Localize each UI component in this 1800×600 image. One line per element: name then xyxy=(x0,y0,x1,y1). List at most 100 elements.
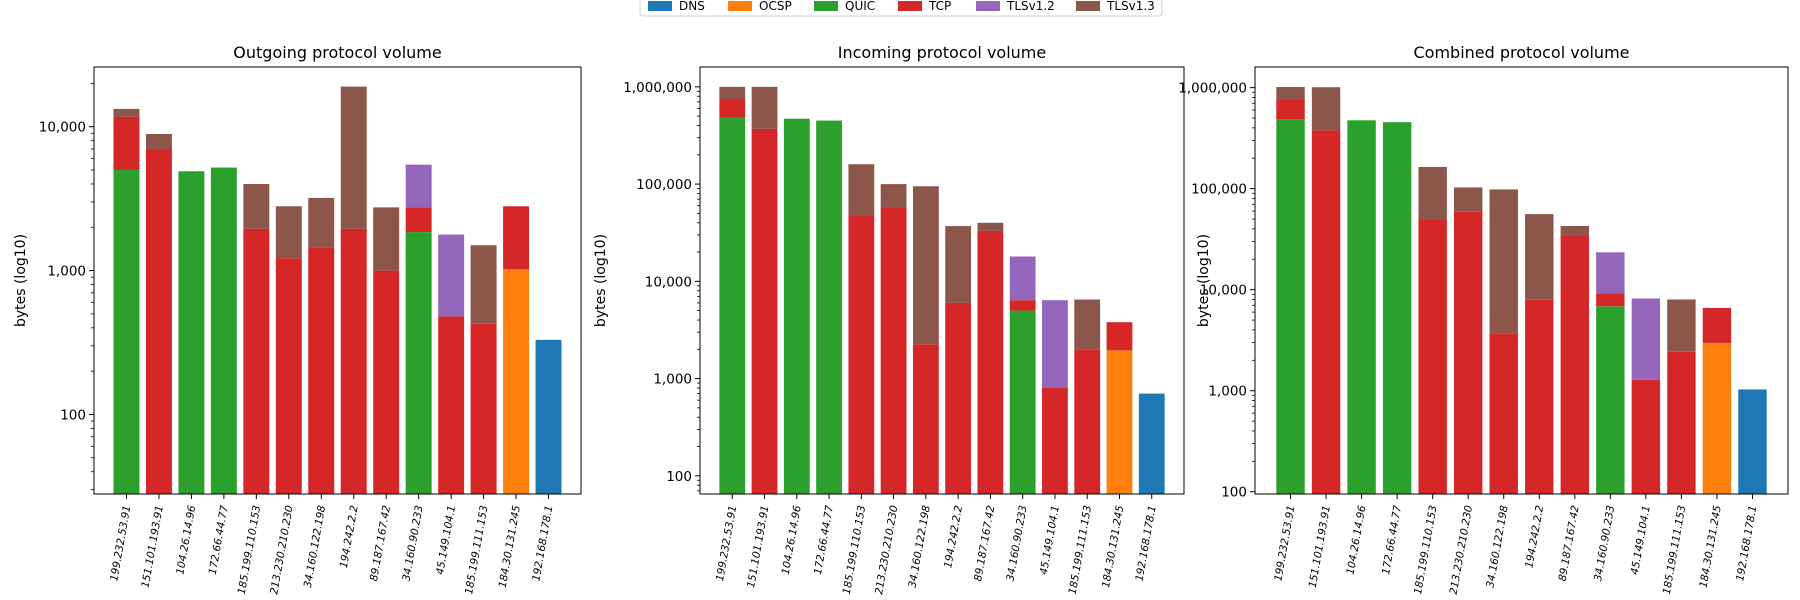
legend-swatch-tlsv1-2 xyxy=(976,1,1000,11)
x-tick-label: 199.232.53.91 xyxy=(108,504,133,582)
bar-dns-192-168-178-1 xyxy=(1738,389,1767,494)
bar-tcp-45-149-104-1 xyxy=(438,316,465,494)
bar-tlsv1-2-45-149-104-1 xyxy=(1042,300,1068,388)
bar-tlsv1-3-185-199-111-153 xyxy=(1074,299,1101,350)
bar-quic-199-232-53-91 xyxy=(113,170,140,494)
bar-tlsv1-2-34-160-90-233 xyxy=(405,164,432,208)
x-tick-label: 192.168.178.1 xyxy=(1134,504,1159,582)
x-tick-label: 185.199.111.153 xyxy=(463,504,490,595)
bar-tcp-34-160-90-233 xyxy=(405,207,432,233)
y-axis-label: bytes (log10) xyxy=(593,234,609,327)
y-tick-label: 10,000 xyxy=(1200,283,1247,299)
x-tick-label: 34.160.122.198 xyxy=(302,504,328,589)
bar-tlsv1-3-213-230-210-230 xyxy=(275,206,302,259)
y-ticks: 100 1,000 10,000 100,000 1,000,000 xyxy=(1178,81,1255,501)
x-tick-label: 213.230.210.230 xyxy=(873,504,901,595)
bar-tlsv1-3-185-199-110-153 xyxy=(1418,166,1447,220)
bar-tcp-185-199-110-153 xyxy=(243,228,270,494)
bar-tcp-213-230-210-230 xyxy=(880,207,907,494)
bar-tcp-199-232-53-91 xyxy=(1276,99,1305,120)
bar-tcp-199-232-53-91 xyxy=(719,99,746,118)
x-tick-label: 89.187.167.42 xyxy=(972,504,997,582)
x-tick-label: 213.230.210.230 xyxy=(268,504,296,595)
bar-tlsv1-3-89-187-167-42 xyxy=(373,207,400,271)
bar-tlsv1-3-151-101-193-91 xyxy=(145,133,172,149)
x-tick-label: 151.101.193.91 xyxy=(140,504,166,588)
bar-quic-34-160-90-233 xyxy=(1596,306,1625,494)
bar-tcp-185-199-111-153 xyxy=(1074,349,1101,494)
bar-tcp-185-199-111-153 xyxy=(470,323,497,494)
legend-label-dns: DNS xyxy=(679,0,705,13)
y-tick-label: 1,000 xyxy=(1208,384,1247,400)
y-tick-label: 10,000 xyxy=(39,120,86,136)
bar-tlsv1-3-194-242-2-2 xyxy=(945,226,972,303)
x-tick-label: 89.187.167.42 xyxy=(368,504,393,582)
bar-tcp-89-187-167-42 xyxy=(1560,235,1590,495)
legend-item-tcp: TCP xyxy=(898,0,951,13)
bar-tlsv1-3-194-242-2-2 xyxy=(340,86,367,229)
bar-tcp-45-149-104-1 xyxy=(1631,379,1661,494)
bar-tcp-89-187-167-42 xyxy=(373,270,400,494)
bar-dns-192-168-178-1 xyxy=(1138,393,1165,494)
panel-title: Combined protocol volume xyxy=(1414,43,1630,62)
bar-quic-104-26-14-96 xyxy=(783,118,810,494)
bar-tlsv1-3-185-199-111-153 xyxy=(1667,299,1696,352)
bar-ocsp-184-30-131-245 xyxy=(1106,350,1133,494)
legend-swatch-quic xyxy=(814,1,838,11)
x-tick-label: 172.66.44.77 xyxy=(207,504,231,575)
bar-tlsv1-2-34-160-90-233 xyxy=(1596,252,1625,294)
legend-swatch-tlsv1-3 xyxy=(1076,1,1100,11)
bar-tcp-151-101-193-91 xyxy=(1311,130,1341,494)
bar-tcp-34-160-122-198 xyxy=(1489,333,1518,494)
x-tick-label: 185.199.110.153 xyxy=(841,504,868,595)
bar-tcp-184-30-131-245 xyxy=(1702,307,1732,343)
legend-label-tlsv1-2: TLSv1.2 xyxy=(1006,0,1055,13)
panel-title: Incoming protocol volume xyxy=(838,43,1046,62)
x-tick-label: 213.230.210.230 xyxy=(1448,504,1476,595)
x-tick-label: 199.232.53.91 xyxy=(714,504,739,582)
x-tick-label: 104.26.14.96 xyxy=(1345,504,1369,575)
y-tick-label: 1,000,000 xyxy=(1178,81,1247,97)
bar-tlsv1-3-194-242-2-2 xyxy=(1525,214,1554,300)
bar-tcp-213-230-210-230 xyxy=(1453,211,1483,494)
bar-tlsv1-3-34-160-122-198 xyxy=(912,186,939,345)
x-tick-label: 34.160.122.198 xyxy=(1484,504,1510,589)
bar-tlsv1-2-45-149-104-1 xyxy=(1631,298,1661,380)
y-tick-label: 10,000 xyxy=(645,274,692,290)
bar-tcp-45-149-104-1 xyxy=(1042,387,1068,494)
plot-frame xyxy=(699,66,1185,495)
bar-quic-199-232-53-91 xyxy=(1276,119,1305,495)
x-tick-label: 151.101.193.91 xyxy=(1307,504,1333,588)
bar-tlsv1-3-89-187-167-42 xyxy=(1560,225,1590,236)
bar-tcp-194-242-2-2 xyxy=(1525,299,1554,494)
bar-tlsv1-3-151-101-193-91 xyxy=(1311,87,1341,131)
x-tick-label: 199.232.53.91 xyxy=(1272,504,1297,582)
x-ticks: 199.232.53.91 151.101.193.91 104.26.14.96 1… xyxy=(1272,494,1759,595)
legend-label-ocsp: OCSP xyxy=(759,0,792,13)
bar-quic-199-232-53-91 xyxy=(719,117,746,494)
bars xyxy=(1276,87,1767,495)
bars xyxy=(719,86,1165,494)
x-tick-label: 34.160.90.233 xyxy=(1004,504,1029,582)
y-tick-label: 100,000 xyxy=(1191,182,1247,198)
bar-ocsp-184-30-131-245 xyxy=(1702,342,1732,494)
legend: DNS OCSP QUIC TCP TLSv1.2 TLSv1.3 xyxy=(639,0,1163,17)
y-tick-label: 1,000,000 xyxy=(623,80,692,96)
x-ticks: 199.232.53.91 151.101.193.91 104.26.14.96 1… xyxy=(108,494,555,595)
bar-tcp-184-30-131-245 xyxy=(1106,322,1133,351)
legend-item-tlsv1-3: TLSv1.3 xyxy=(1076,0,1155,13)
legend-label-tcp: TCP xyxy=(928,0,951,13)
x-tick-label: 185.199.110.153 xyxy=(236,504,263,595)
x-tick-label: 45.149.104.1 xyxy=(434,504,458,575)
legend-swatch-dns xyxy=(648,1,672,11)
panel-3: 100 1,000 10,000 100,000 1,000,000 199.232.53… xyxy=(1178,43,1789,595)
bar-tlsv1-3-213-230-210-230 xyxy=(880,184,907,208)
x-tick-label: 172.66.44.77 xyxy=(812,504,836,575)
bar-tcp-89-187-167-42 xyxy=(977,230,1004,494)
bar-tcp-185-199-110-153 xyxy=(1418,219,1447,494)
bar-tlsv1-3-185-199-110-153 xyxy=(243,183,270,229)
bar-quic-172-66-44-77 xyxy=(816,120,842,494)
legend-swatch-tcp xyxy=(898,1,922,11)
bar-quic-34-160-90-233 xyxy=(405,232,432,494)
